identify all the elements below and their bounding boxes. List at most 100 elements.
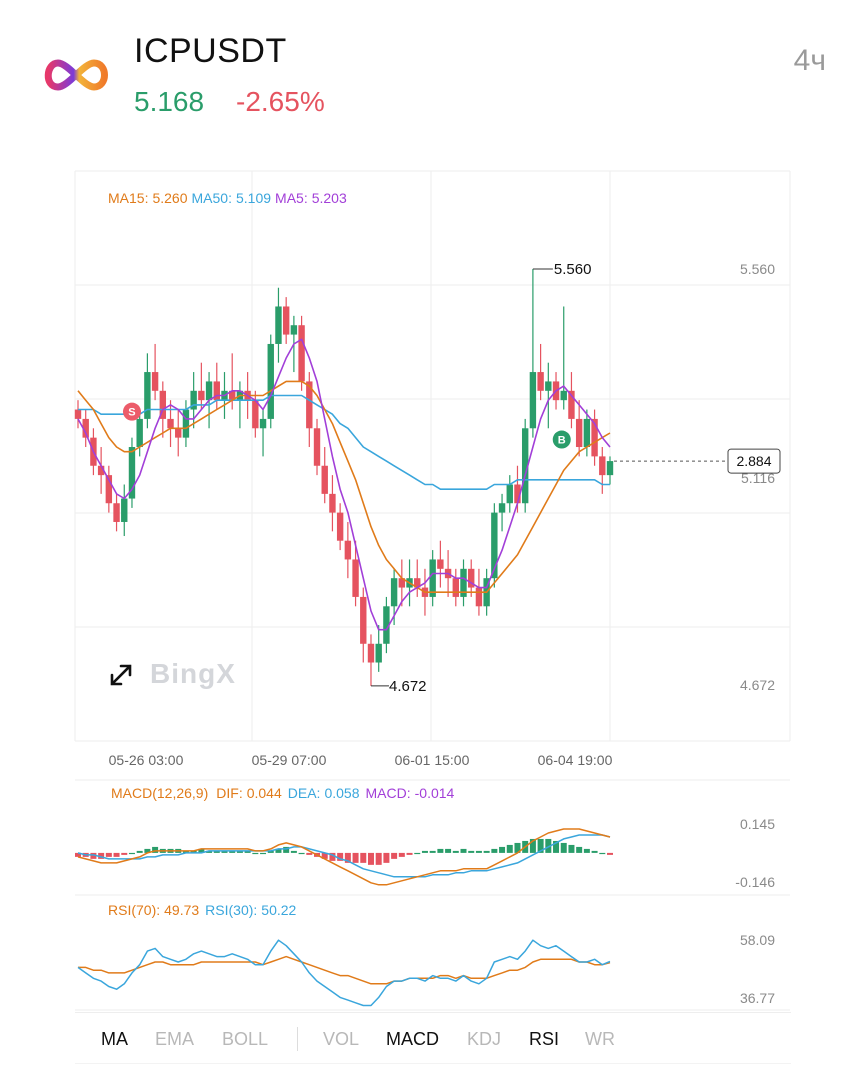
dea-value: 0.058 xyxy=(324,785,359,801)
candle-body xyxy=(275,306,282,344)
y-tick-label: -0.146 xyxy=(735,874,775,890)
ma50-line xyxy=(78,394,610,491)
y-tick-label: 4.672 xyxy=(740,677,775,693)
macd-bar xyxy=(252,852,259,855)
candle-body xyxy=(583,418,591,448)
tab-vol[interactable]: VOL xyxy=(323,1029,360,1049)
macd-bar xyxy=(529,838,536,853)
x-tick-label: 06-04 19:00 xyxy=(538,752,613,768)
ma50-value: 5.109 xyxy=(236,190,271,206)
rsi30-label: RSI(30): xyxy=(205,902,257,918)
macd-bar xyxy=(506,844,513,853)
rsi-y-axis-labels: 58.09 36.77 xyxy=(740,932,775,1006)
tab-ma[interactable]: MA xyxy=(101,1029,128,1049)
macd-bar xyxy=(75,852,81,857)
candle-body xyxy=(182,409,190,438)
candle-body xyxy=(229,390,236,401)
macd-bar xyxy=(599,852,606,855)
dif-label: DIF: xyxy=(216,785,242,801)
ma5-line xyxy=(77,338,611,631)
candle-body xyxy=(560,390,567,401)
macd-legend: MACD(12,26,9) DIF: 0.044 DEA: 0.058 MACD: -0.0… xyxy=(111,785,455,801)
macd-bar xyxy=(375,852,382,865)
macd-bar xyxy=(537,838,544,853)
candle-body xyxy=(167,418,174,429)
interval-selector[interactable]: 4ч xyxy=(793,44,826,77)
sell-signal-marker[interactable]: S xyxy=(122,402,141,421)
tab-macd[interactable]: MACD xyxy=(386,1029,439,1049)
macd-bar xyxy=(182,850,189,853)
macd-bar xyxy=(152,846,159,853)
macd-bar xyxy=(391,852,398,859)
tab-kdj[interactable]: KDJ xyxy=(467,1029,502,1049)
candle-body xyxy=(329,493,336,513)
y-tick-label: 58.09 xyxy=(740,932,775,948)
candle-body xyxy=(460,568,467,597)
macd-bar xyxy=(560,842,567,853)
brand-watermark: BingX xyxy=(150,658,236,689)
x-axis-labels: 05-26 03:00 05-29 07:00 06-01 15:00 06-04 1… xyxy=(109,752,613,768)
candle-body xyxy=(529,372,537,429)
candle-body xyxy=(190,390,197,410)
low-marker: 4.672 xyxy=(370,678,427,695)
macd-bar xyxy=(306,852,313,855)
tab-boll[interactable]: BOLL xyxy=(222,1029,269,1049)
chart-grid xyxy=(74,170,791,1011)
ma5-label: MA5: xyxy=(275,190,308,206)
candle-body xyxy=(306,381,313,429)
macd-bar xyxy=(337,852,344,861)
macd-bar xyxy=(414,852,421,855)
y-axis-labels: 5.560 5.116 4.672 xyxy=(740,261,775,693)
macd-lines xyxy=(77,828,611,886)
low-value: 4.672 xyxy=(389,678,427,695)
rsi70-value: 49.73 xyxy=(164,902,199,918)
macd-bar xyxy=(206,850,213,853)
macd-bar xyxy=(545,838,552,853)
candle-body xyxy=(398,578,406,588)
infinity-logo-icon xyxy=(44,59,108,91)
candle-body xyxy=(545,381,552,391)
candle-body xyxy=(599,456,606,476)
macd-bar xyxy=(583,848,590,853)
macd-bar xyxy=(136,850,143,853)
y-tick-label: 5.116 xyxy=(741,470,775,486)
buy-signal-marker[interactable]: B xyxy=(552,430,571,449)
macd-bar xyxy=(568,844,575,853)
macd-bar xyxy=(128,852,135,855)
macd-bar xyxy=(429,850,436,853)
macd-bar xyxy=(90,852,97,859)
candle-body xyxy=(136,418,143,448)
macd-bar xyxy=(244,850,251,853)
candle-body xyxy=(105,475,113,504)
sell-signal-label: S xyxy=(128,407,135,419)
buy-signal-label: B xyxy=(558,435,566,447)
candle-body xyxy=(205,381,213,401)
rsi-legend: RSI(70): 49.73 RSI(30): 50.22 xyxy=(108,902,297,918)
macd-bar xyxy=(283,846,290,853)
macd-bar xyxy=(260,852,267,855)
dif-value: 0.044 xyxy=(247,785,282,801)
macd-bar xyxy=(591,850,598,853)
ma-legend: MA15: 5.260 MA50: 5.109 MA5: 5.203 xyxy=(108,190,347,206)
expand-icon[interactable] xyxy=(108,662,134,688)
candle-body xyxy=(213,381,220,401)
candle-body xyxy=(383,606,390,644)
x-tick-label: 05-29 07:00 xyxy=(252,752,327,768)
rsi70-line xyxy=(78,955,611,985)
candle-body xyxy=(151,372,159,391)
candle-body xyxy=(390,578,398,607)
macd-bar xyxy=(298,852,305,855)
candle-body xyxy=(82,418,89,438)
macd-bar xyxy=(329,852,336,861)
macd-bar xyxy=(576,846,583,853)
candle-body xyxy=(429,559,436,597)
tab-wr[interactable]: WR xyxy=(585,1029,615,1049)
macd-title: MACD(12,26,9) xyxy=(111,785,208,801)
tab-rsi[interactable]: RSI xyxy=(529,1029,560,1049)
tab-ema[interactable]: EMA xyxy=(155,1029,195,1049)
candle-body xyxy=(468,568,475,588)
candle-body xyxy=(198,390,205,401)
macd-bar xyxy=(221,850,228,853)
last-price: 5.168 xyxy=(134,86,205,117)
